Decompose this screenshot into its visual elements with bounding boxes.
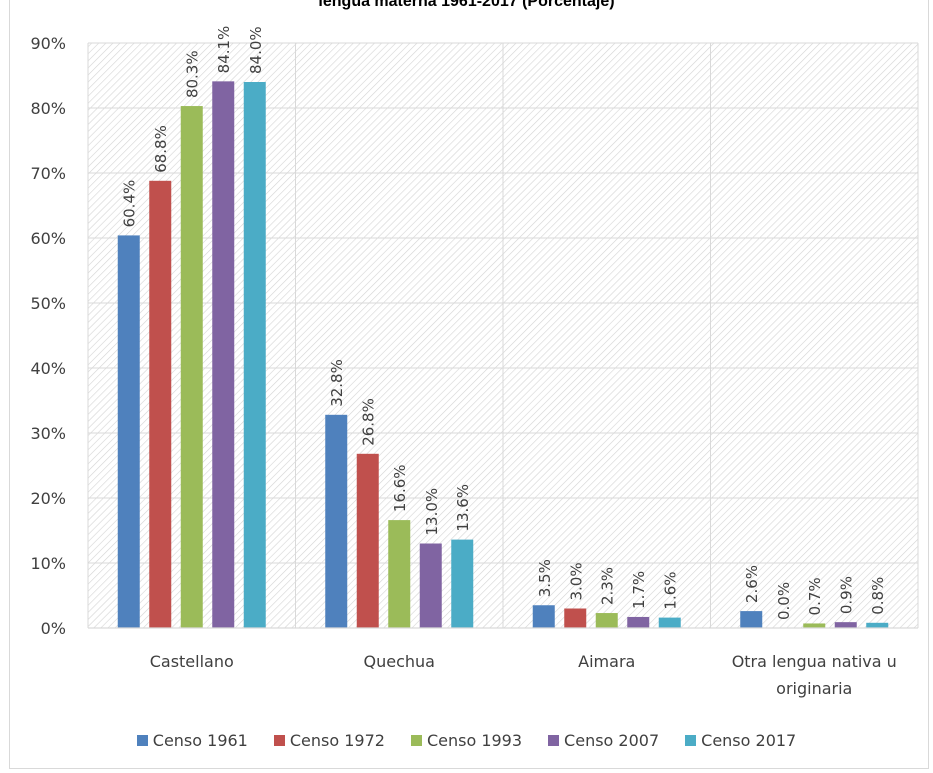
data-label: 2.3% xyxy=(599,567,617,605)
data-label: 0.7% xyxy=(806,577,824,615)
bar xyxy=(740,611,763,628)
x-tick-label: Aimara xyxy=(578,652,635,671)
bar xyxy=(243,82,266,628)
legend-swatch xyxy=(685,735,697,746)
data-label: 1.6% xyxy=(662,571,680,609)
x-tick-label: Quechua xyxy=(364,652,435,671)
bar xyxy=(451,539,474,628)
bar xyxy=(627,616,650,628)
data-label: 32.8% xyxy=(328,359,346,407)
data-label: 68.8% xyxy=(152,125,170,173)
bar xyxy=(212,81,235,629)
data-label: 0.8% xyxy=(869,577,887,615)
data-label: 80.3% xyxy=(184,50,202,98)
y-tick-label: 40% xyxy=(30,359,66,378)
data-labels: 60.4% 68.8% 80.3% 84.1% 84.0% 32.8% 26.8% 16.6%… xyxy=(121,26,888,620)
legend-swatch xyxy=(410,735,422,746)
bar xyxy=(388,520,411,628)
y-tick-label: 10% xyxy=(30,554,66,573)
axes: 0% 10% 20% 30% 40% 50% 60% 70% 80% 90% Castellano Q… xyxy=(30,34,918,698)
bar xyxy=(866,622,889,628)
legend-label: Censo 1961 xyxy=(152,731,248,750)
legend-item: Censo 1993 xyxy=(410,731,523,750)
bar xyxy=(149,180,172,629)
legend-item: Censo 2007 xyxy=(548,731,659,750)
bar xyxy=(356,453,379,628)
legend-label: Censo 2017 xyxy=(701,731,797,750)
bar xyxy=(325,414,348,628)
legend-item: Censo 2017 xyxy=(685,731,796,750)
legend-item: Censo 1961 xyxy=(136,731,248,750)
x-tick-label: originaria xyxy=(776,679,852,698)
y-tick-label: 50% xyxy=(30,294,66,313)
y-tick-label: 30% xyxy=(30,424,66,443)
legend-swatch xyxy=(273,735,285,746)
x-tick-label: Otra lengua nativa u xyxy=(732,652,897,671)
data-label: 0.9% xyxy=(838,576,856,614)
chart-title: lengua materna 1961-2017 (Porcentaje) xyxy=(318,0,615,10)
bar xyxy=(117,235,140,628)
y-tick-label: 70% xyxy=(30,164,66,183)
bar xyxy=(595,613,618,628)
y-tick-label: 90% xyxy=(30,34,66,53)
data-label: 2.6% xyxy=(743,565,761,603)
legend-item: Censo 1972 xyxy=(273,731,385,750)
data-label: 3.0% xyxy=(567,562,585,600)
legend-label: Censo 1993 xyxy=(426,731,523,750)
y-tick-label: 60% xyxy=(30,229,66,248)
bar xyxy=(180,106,203,629)
data-label: 13.6% xyxy=(454,484,472,532)
data-label: 13.0% xyxy=(423,488,441,536)
legend-label: Censo 2007 xyxy=(564,731,660,750)
data-label: 0.0% xyxy=(775,582,793,620)
legend-label: Censo 1972 xyxy=(289,731,385,750)
data-label: 1.7% xyxy=(630,571,648,609)
y-tick-label: 20% xyxy=(30,489,66,508)
data-label: 60.4% xyxy=(121,180,139,228)
data-label: 26.8% xyxy=(360,398,378,446)
bar xyxy=(803,623,826,628)
data-label: 3.5% xyxy=(536,559,554,597)
bars xyxy=(117,81,889,629)
y-tick-label: 0% xyxy=(41,619,66,638)
legend-swatch xyxy=(136,735,148,746)
bar xyxy=(532,605,555,628)
x-tick-label: Castellano xyxy=(150,652,234,671)
bar xyxy=(419,543,442,628)
legend: Censo 1961 Censo 1972 Censo 1993 Censo 2007… xyxy=(0,731,933,750)
bar xyxy=(834,622,857,628)
legend-swatch xyxy=(548,735,560,746)
bar xyxy=(564,608,587,628)
data-label: 84.1% xyxy=(215,26,233,74)
data-label: 84.0% xyxy=(247,26,265,74)
bar xyxy=(658,617,681,628)
y-tick-label: 80% xyxy=(30,99,66,118)
data-label: 16.6% xyxy=(391,464,409,512)
